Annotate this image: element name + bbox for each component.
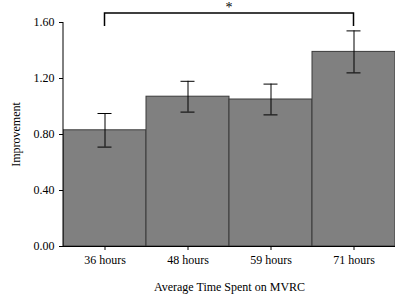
svg-text:0.80: 0.80 bbox=[34, 127, 55, 141]
svg-text:71 hours: 71 hours bbox=[333, 253, 375, 267]
svg-text:0.00: 0.00 bbox=[34, 239, 55, 253]
svg-text:Average Time Spent on MVRC: Average Time Spent on MVRC bbox=[154, 280, 305, 294]
svg-text:Improvement: Improvement bbox=[9, 102, 23, 167]
svg-text:1.60: 1.60 bbox=[34, 15, 55, 29]
svg-text:0.40: 0.40 bbox=[34, 183, 55, 197]
svg-text:1.20: 1.20 bbox=[34, 71, 55, 85]
svg-text:36 hours: 36 hours bbox=[84, 253, 126, 267]
svg-text:59 hours: 59 hours bbox=[250, 253, 292, 267]
svg-text:48 hours: 48 hours bbox=[167, 253, 209, 267]
svg-text:*: * bbox=[226, 0, 233, 15]
